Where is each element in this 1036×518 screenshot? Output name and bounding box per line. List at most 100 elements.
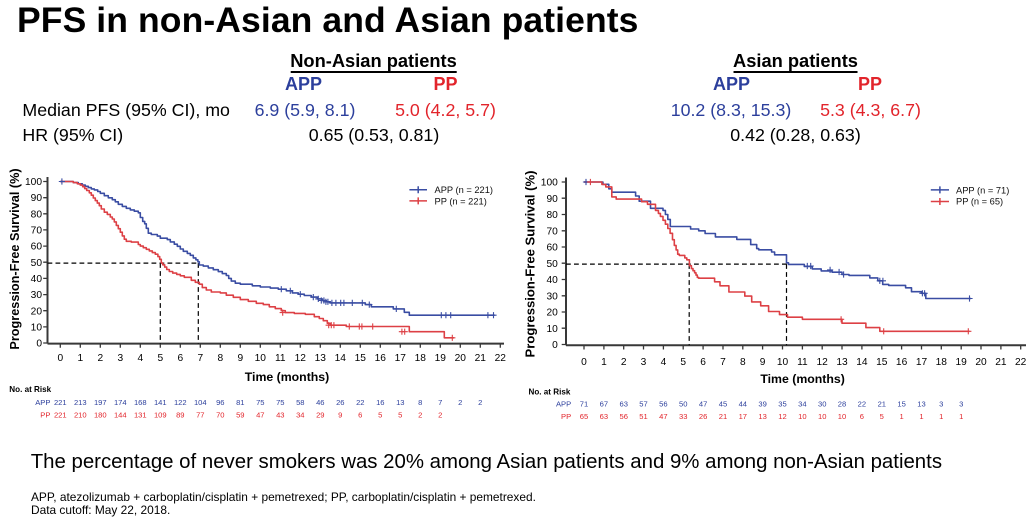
svg-text:59: 59 <box>236 410 244 419</box>
svg-text:56: 56 <box>619 412 627 421</box>
svg-text:16: 16 <box>375 353 387 364</box>
svg-text:16: 16 <box>376 398 384 407</box>
svg-text:50: 50 <box>679 400 687 409</box>
svg-text:20: 20 <box>975 357 987 368</box>
svg-text:197: 197 <box>94 398 107 407</box>
svg-text:4: 4 <box>137 353 143 364</box>
svg-text:75: 75 <box>276 398 284 407</box>
svg-text:APP (n = 71): APP (n = 71) <box>956 185 1009 195</box>
svg-text:5: 5 <box>157 353 163 364</box>
svg-text:14: 14 <box>335 353 347 364</box>
svg-text:26: 26 <box>336 398 344 407</box>
svg-text:75: 75 <box>256 398 264 407</box>
svg-text:19: 19 <box>435 353 447 364</box>
svg-text:3: 3 <box>641 357 647 368</box>
svg-text:21: 21 <box>995 357 1007 368</box>
svg-text:1: 1 <box>959 412 963 421</box>
svg-text:13: 13 <box>396 398 404 407</box>
svg-text:20: 20 <box>546 308 558 319</box>
svg-text:30: 30 <box>546 291 558 302</box>
svg-text:34: 34 <box>296 410 304 419</box>
svg-text:14: 14 <box>856 357 868 368</box>
svg-text:29: 29 <box>316 410 324 419</box>
svg-text:8: 8 <box>217 353 223 364</box>
svg-text:13: 13 <box>917 400 925 409</box>
svg-text:1: 1 <box>601 357 607 368</box>
svg-text:13: 13 <box>758 412 766 421</box>
svg-text:144: 144 <box>114 410 127 419</box>
svg-text:100: 100 <box>25 177 42 188</box>
svg-text:10: 10 <box>777 357 789 368</box>
svg-text:213: 213 <box>74 398 87 407</box>
svg-text:70: 70 <box>216 410 224 419</box>
svg-text:174: 174 <box>114 398 127 407</box>
svg-text:63: 63 <box>600 412 608 421</box>
svg-text:45: 45 <box>719 400 727 409</box>
svg-text:20: 20 <box>455 353 467 364</box>
svg-text:46: 46 <box>316 398 324 407</box>
svg-text:70: 70 <box>546 226 558 237</box>
svg-text:2: 2 <box>621 357 627 368</box>
svg-text:17: 17 <box>395 353 407 364</box>
svg-text:47: 47 <box>699 400 707 409</box>
svg-text:56: 56 <box>659 400 667 409</box>
svg-text:APP (n = 221): APP (n = 221) <box>435 185 494 195</box>
svg-text:71: 71 <box>580 400 588 409</box>
svg-text:10: 10 <box>818 412 826 421</box>
svg-text:26: 26 <box>699 412 707 421</box>
svg-text:PP (n = 221): PP (n = 221) <box>435 196 487 206</box>
svg-text:6: 6 <box>177 353 183 364</box>
svg-text:60: 60 <box>546 243 558 254</box>
svg-text:57: 57 <box>639 400 647 409</box>
svg-text:47: 47 <box>659 412 667 421</box>
svg-text:2: 2 <box>458 398 462 407</box>
svg-text:33: 33 <box>679 412 687 421</box>
svg-text:168: 168 <box>134 398 147 407</box>
svg-text:5: 5 <box>398 410 402 419</box>
svg-text:15: 15 <box>897 400 905 409</box>
svg-text:21: 21 <box>719 412 727 421</box>
svg-text:2: 2 <box>418 410 422 419</box>
svg-text:2: 2 <box>438 410 442 419</box>
svg-text:5: 5 <box>378 410 382 419</box>
svg-text:43: 43 <box>276 410 284 419</box>
svg-text:4: 4 <box>661 357 667 368</box>
svg-text:90: 90 <box>546 194 558 205</box>
svg-text:1: 1 <box>939 412 943 421</box>
svg-text:35: 35 <box>778 400 786 409</box>
svg-text:51: 51 <box>639 412 647 421</box>
svg-text:7: 7 <box>720 357 726 368</box>
svg-text:34: 34 <box>798 400 806 409</box>
svg-text:3: 3 <box>939 400 943 409</box>
svg-text:22: 22 <box>495 353 507 364</box>
svg-text:0: 0 <box>36 339 42 350</box>
svg-text:5: 5 <box>680 357 686 368</box>
svg-text:2: 2 <box>478 398 482 407</box>
svg-text:22: 22 <box>858 400 866 409</box>
svg-text:22: 22 <box>356 398 364 407</box>
svg-text:21: 21 <box>878 400 886 409</box>
svg-text:44: 44 <box>739 400 747 409</box>
svg-text:9: 9 <box>338 410 342 419</box>
svg-text:15: 15 <box>876 357 888 368</box>
svg-text:6: 6 <box>860 412 864 421</box>
svg-text:18: 18 <box>936 357 948 368</box>
svg-text:No. at Risk: No. at Risk <box>9 385 51 394</box>
svg-text:9: 9 <box>760 357 766 368</box>
svg-text:1: 1 <box>899 412 903 421</box>
svg-text:No. at Risk: No. at Risk <box>529 388 571 397</box>
svg-text:50: 50 <box>31 258 43 269</box>
svg-text:80: 80 <box>31 209 43 220</box>
svg-text:19: 19 <box>956 357 968 368</box>
svg-text:58: 58 <box>296 398 304 407</box>
svg-text:39: 39 <box>758 400 766 409</box>
svg-text:30: 30 <box>31 290 43 301</box>
svg-text:63: 63 <box>619 400 627 409</box>
svg-text:100: 100 <box>541 178 558 189</box>
svg-text:0: 0 <box>552 340 558 351</box>
svg-text:141: 141 <box>154 398 167 407</box>
svg-text:90: 90 <box>31 193 43 204</box>
svg-text:10: 10 <box>798 412 806 421</box>
svg-text:67: 67 <box>600 400 608 409</box>
svg-text:17: 17 <box>739 412 747 421</box>
